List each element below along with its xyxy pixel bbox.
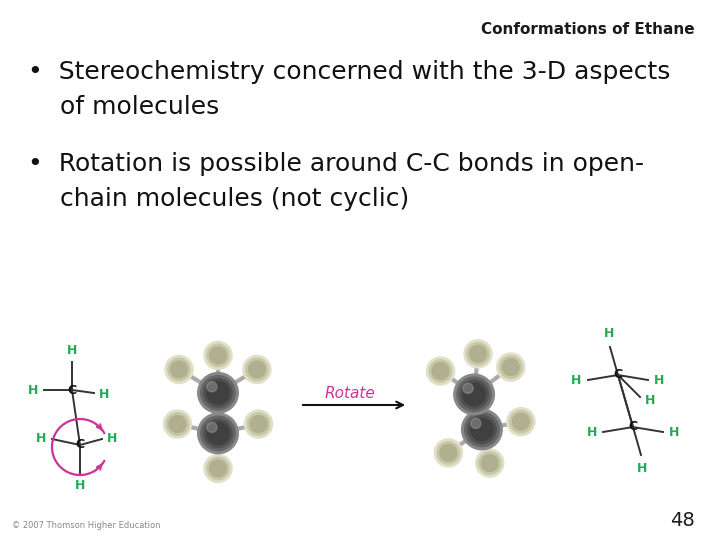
Circle shape: [440, 444, 456, 461]
Circle shape: [168, 358, 190, 381]
Circle shape: [471, 418, 481, 428]
Text: Conformations of Ethane: Conformations of Ethane: [482, 22, 695, 37]
Text: H: H: [645, 394, 655, 407]
Circle shape: [463, 383, 473, 393]
Circle shape: [471, 418, 493, 441]
Circle shape: [481, 455, 498, 471]
Circle shape: [245, 410, 273, 438]
Circle shape: [467, 342, 489, 365]
Circle shape: [210, 347, 226, 364]
Circle shape: [426, 357, 454, 385]
Circle shape: [462, 409, 502, 450]
Text: Rotate: Rotate: [325, 386, 375, 401]
Circle shape: [503, 359, 519, 375]
Text: H: H: [75, 479, 85, 492]
Circle shape: [210, 460, 226, 477]
Circle shape: [468, 415, 496, 444]
Circle shape: [507, 408, 535, 436]
Circle shape: [201, 376, 235, 410]
Text: H: H: [35, 431, 46, 444]
Circle shape: [497, 353, 525, 381]
Circle shape: [500, 356, 522, 379]
Circle shape: [204, 455, 232, 483]
Circle shape: [201, 416, 235, 451]
Circle shape: [437, 442, 459, 464]
Text: 48: 48: [670, 511, 695, 530]
Circle shape: [204, 341, 232, 369]
Text: of molecules: of molecules: [28, 95, 220, 119]
Text: •  Stereochemistry concerned with the 3-D aspects: • Stereochemistry concerned with the 3-D…: [28, 60, 670, 84]
Text: H: H: [654, 375, 665, 388]
Circle shape: [460, 380, 488, 409]
Circle shape: [469, 346, 487, 362]
Circle shape: [207, 382, 229, 404]
Circle shape: [207, 457, 229, 480]
Circle shape: [479, 452, 501, 474]
Circle shape: [171, 361, 187, 378]
Circle shape: [464, 340, 492, 368]
Circle shape: [207, 382, 217, 392]
Circle shape: [165, 355, 193, 383]
Text: C: C: [68, 383, 76, 396]
Text: H: H: [571, 375, 581, 388]
Circle shape: [204, 419, 232, 448]
Circle shape: [198, 373, 238, 413]
Text: H: H: [636, 462, 647, 475]
Text: chain molecules (not cyclic): chain molecules (not cyclic): [28, 187, 409, 211]
Circle shape: [510, 410, 532, 433]
Circle shape: [429, 360, 451, 382]
Circle shape: [476, 449, 504, 477]
Text: H: H: [604, 327, 614, 340]
Text: H: H: [99, 388, 109, 401]
Text: C: C: [613, 368, 623, 381]
Text: H: H: [27, 383, 38, 396]
Circle shape: [246, 358, 269, 381]
Circle shape: [250, 416, 267, 433]
Circle shape: [207, 344, 229, 367]
Circle shape: [243, 355, 271, 383]
Circle shape: [207, 422, 217, 433]
Circle shape: [198, 413, 238, 454]
Circle shape: [454, 374, 495, 415]
Text: •  Rotation is possible around C-C bonds in open-: • Rotation is possible around C-C bonds …: [28, 152, 644, 176]
Text: H: H: [587, 427, 597, 440]
Text: H: H: [67, 344, 77, 357]
Circle shape: [464, 412, 499, 447]
Circle shape: [457, 377, 491, 411]
Circle shape: [166, 413, 189, 435]
Circle shape: [207, 422, 229, 444]
Text: C: C: [76, 438, 84, 451]
Circle shape: [434, 439, 462, 467]
Circle shape: [248, 361, 266, 378]
Text: H: H: [107, 431, 117, 444]
Text: © 2007 Thomson Higher Education: © 2007 Thomson Higher Education: [12, 521, 161, 530]
Circle shape: [432, 362, 449, 380]
Text: C: C: [629, 421, 638, 434]
Circle shape: [204, 379, 232, 407]
Text: H: H: [669, 427, 680, 440]
Circle shape: [163, 410, 192, 438]
Circle shape: [513, 413, 529, 430]
Circle shape: [463, 383, 485, 406]
Circle shape: [248, 413, 270, 435]
Circle shape: [169, 416, 186, 433]
